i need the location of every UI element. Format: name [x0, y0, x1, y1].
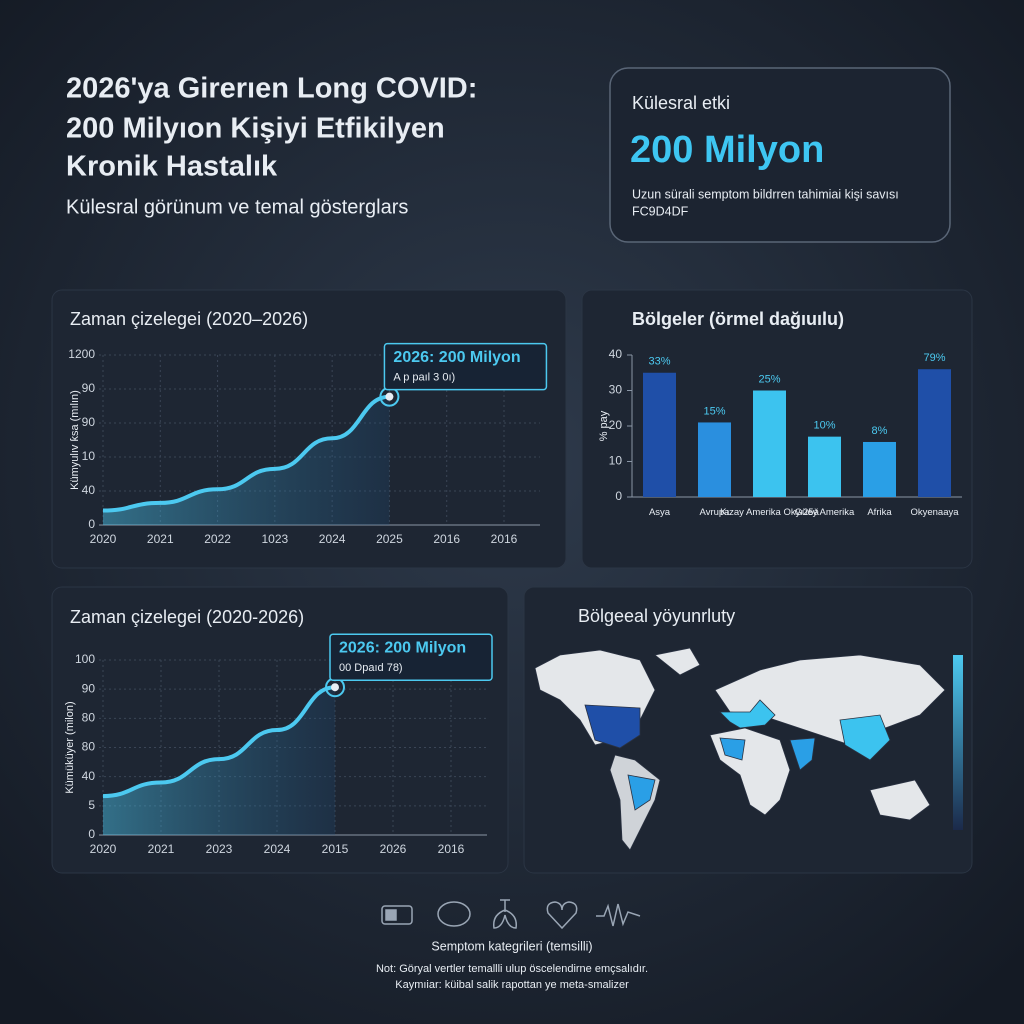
x-tick-label: 2021: [148, 842, 175, 856]
y-tick-label: 0: [88, 827, 95, 841]
annotation-note: 00 Dpaıd 78): [339, 662, 403, 674]
y-tick-label: 1200: [68, 347, 95, 361]
kpi-card: [609, 67, 951, 243]
x-tick-label-text: Avrupa: [700, 507, 731, 518]
chart-title: Zaman çizelegei (2020–2026): [70, 309, 308, 329]
x-tick-label-text: Okyenaaya: [910, 507, 959, 518]
footer-caption: Semptom kategrileri (temsilli): [431, 939, 592, 953]
x-tick-label: Okyenaaya: [910, 507, 959, 518]
chart-title: Bölgeler (örmel dağıuılu): [632, 309, 844, 329]
y-tick-label: 90: [82, 381, 96, 395]
y-tick-label: 40: [82, 769, 96, 783]
title-line: Kronik Hastalık: [66, 151, 278, 183]
x-tick-label: Kızay Amerika Okyı25ă: [720, 507, 819, 518]
annotation-box: [329, 633, 493, 681]
y-tick-label: 80: [82, 740, 96, 754]
y-tick-label: 40: [609, 347, 623, 361]
bar: [698, 422, 731, 497]
annotation-box: [383, 342, 548, 391]
bar: [918, 369, 951, 497]
highlight-dot: [331, 683, 339, 692]
y-tick-label: 80: [82, 711, 96, 725]
title-line: 200 Milyıon Kişiyi Etfikilyen: [66, 113, 445, 145]
x-tick-label: 2024: [319, 532, 346, 546]
y-tick-label: 30: [609, 383, 623, 397]
x-tick-label: 2022: [204, 532, 231, 546]
x-tick-label: 2021: [147, 532, 174, 546]
x-tick-label: 2016: [491, 532, 518, 546]
area: [103, 396, 390, 525]
y-tick-label: 90: [82, 681, 96, 695]
x-tick-label-text: Afrika: [867, 507, 892, 518]
world-map: [534, 647, 946, 851]
x-tick-label-text: Güey Amerika: [795, 507, 855, 518]
y-axis-label: % pay: [598, 410, 610, 441]
y-tick-label: 5: [88, 798, 95, 812]
symptom-icons: [381, 899, 641, 930]
y-axis-label: Kümyulıv ƙsa (mılın): [69, 390, 81, 490]
annotation-note: A p paıl 3 0ı): [393, 372, 455, 384]
subtitle: Külesral görünum ve temal gösterglars: [66, 196, 408, 218]
x-tick-label: 2024: [264, 842, 291, 856]
x-tick-label: Güey Amerika: [795, 507, 855, 518]
annotation: 2026: 200 Milyon: [339, 639, 466, 656]
y-tick-label: 100: [75, 652, 95, 666]
x-tick-label: 2015: [322, 842, 349, 856]
bar-note: 10%: [813, 420, 835, 432]
x-tick-label: Afrika: [867, 507, 892, 518]
kpi-note: FC9D4DF: [632, 204, 689, 218]
x-tick-label: Avrupa: [700, 507, 731, 518]
kpi-label: Külesral etki: [632, 93, 730, 113]
panel: [51, 289, 567, 569]
bar-note: 8%: [872, 425, 888, 437]
x-tick-label: 2016: [438, 842, 465, 856]
footer-note: Kaymıiar: küibal salik rapottan ye meta-…: [395, 979, 629, 991]
map-title: Bölgeeal yöyunrluty: [578, 606, 735, 626]
title-line: 2026'ya Girerıen Long COVID:: [66, 73, 477, 105]
x-tick-label: 2023: [206, 842, 233, 856]
x-tick-label: 2026: [380, 842, 407, 856]
bar: [808, 436, 841, 497]
kpi-note: Uzun sürali semptom bildrren tahimiai ki…: [632, 187, 899, 201]
x-tick-label: 2020: [90, 842, 117, 856]
bar: [643, 372, 676, 497]
y-tick-label: 0: [88, 517, 95, 531]
map-legend-scale: [953, 655, 963, 830]
annotation: 2026: 200 Milyon: [393, 349, 520, 366]
bar-note: 15%: [703, 405, 725, 417]
bar: [863, 441, 896, 497]
x-tick-label: 2025: [376, 532, 403, 546]
y-tick-label: 10: [82, 449, 96, 463]
footer-note: Not: Göryal vertler temallli ulup öscele…: [376, 963, 648, 975]
x-tick-label: 2016: [433, 532, 460, 546]
bar-note: 33%: [648, 356, 670, 368]
y-tick-label: 40: [82, 483, 96, 497]
bar: [753, 390, 786, 497]
x-tick-label: 1023: [262, 532, 289, 546]
line: [102, 394, 390, 513]
y-tick-label: 90: [82, 415, 96, 429]
line: [102, 685, 336, 799]
y-tick-label: 0: [615, 489, 622, 503]
chart-title: Zaman çizelegei (2020-2026): [70, 607, 304, 627]
highlight-dot: [385, 392, 394, 401]
y-axis-label: Kümüküyer (milon): [64, 701, 76, 793]
kpi-value: 200 Milyon: [630, 129, 824, 171]
x-tick-label-text: Kızay Amerika Okyı25ă: [720, 507, 819, 518]
x-tick-label: 2020: [90, 532, 117, 546]
bar-note: 25%: [758, 373, 780, 385]
bar-note: 79%: [923, 352, 945, 364]
y-tick-label: 10: [609, 454, 623, 468]
x-tick-label: Asya: [649, 507, 671, 518]
x-tick-label-text: Asya: [649, 507, 671, 518]
y-tick-label: 20: [609, 418, 623, 432]
